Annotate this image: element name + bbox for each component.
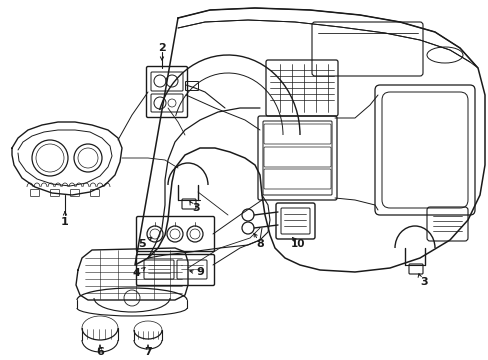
Text: 7: 7 xyxy=(144,347,152,357)
Text: 6: 6 xyxy=(96,347,104,357)
Text: 8: 8 xyxy=(256,239,264,249)
Text: 1: 1 xyxy=(61,217,69,227)
Text: 4: 4 xyxy=(132,268,140,278)
Text: 9: 9 xyxy=(196,267,203,277)
Text: 3: 3 xyxy=(419,277,427,287)
Text: 10: 10 xyxy=(290,239,305,249)
Text: 5: 5 xyxy=(138,239,145,249)
Text: 3: 3 xyxy=(192,203,200,213)
Text: 2: 2 xyxy=(158,43,165,53)
